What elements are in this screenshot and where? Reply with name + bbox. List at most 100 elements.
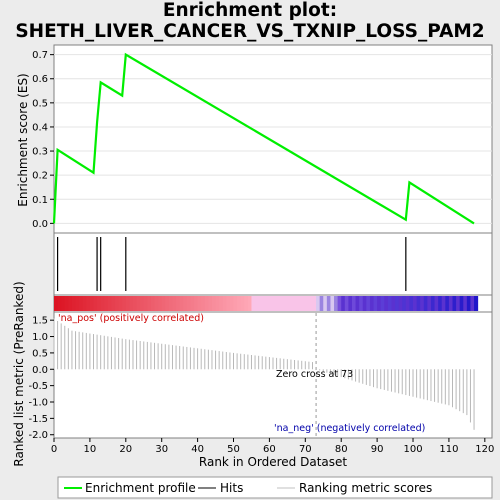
rank-color-cell — [125, 296, 130, 311]
rank-color-cell — [104, 296, 109, 311]
metric-y-tick-label: -2.0 — [28, 430, 48, 441]
rank-color-cell — [294, 296, 299, 311]
rank-color-cell — [391, 296, 396, 311]
rank-color-cell — [93, 296, 98, 311]
rank-color-cell — [452, 296, 457, 311]
rank-color-cell — [366, 296, 371, 311]
x-tick-label: 40 — [191, 444, 204, 455]
rank-color-cell — [280, 296, 285, 311]
rank-color-cell — [158, 296, 163, 311]
es-y-tick-label: 0.5 — [32, 98, 48, 109]
rank-color-cell — [420, 296, 425, 311]
title-line-1: Enrichment plot: — [162, 0, 338, 21]
rank-color-cell — [416, 296, 421, 311]
rank-color-cell — [456, 296, 461, 311]
rank-color-cell — [369, 296, 375, 311]
metric-y-tick-label: -1.5 — [28, 414, 48, 425]
rank-color-cell — [172, 296, 177, 311]
rank-color-cell — [441, 296, 446, 311]
x-tick-label: 50 — [227, 444, 240, 455]
rank-color-cell — [190, 296, 195, 311]
x-tick-label: 80 — [335, 444, 348, 455]
rank-color-cell — [229, 296, 235, 311]
es-panel — [53, 44, 493, 234]
rank-color-cell — [359, 296, 364, 311]
rank-color-cell — [255, 296, 260, 311]
rank-color-cell — [301, 296, 306, 311]
rank-color-cell — [326, 296, 331, 311]
rank-color-cell — [262, 296, 267, 311]
legend-hits-label: Hits — [220, 481, 243, 495]
rank-color-cell — [258, 296, 263, 311]
rank-color-cell — [319, 296, 324, 311]
rank-color-cell — [194, 296, 199, 311]
metric-panel — [53, 311, 493, 439]
es-y-tick-label: 0.0 — [32, 219, 48, 230]
rank-color-cell — [150, 296, 156, 311]
rank-color-cell — [115, 296, 120, 311]
rank-color-cell — [474, 296, 479, 311]
rank-color-cell — [402, 296, 407, 311]
rank-color-cell — [459, 296, 464, 311]
metric-y-tick-label: 0.5 — [32, 348, 48, 359]
rank-color-cell — [470, 296, 475, 311]
rank-color-cell — [97, 296, 102, 311]
rank-color-cell — [140, 296, 145, 311]
es-y-tick-label: 0.6 — [32, 74, 48, 85]
metric-y-axis-label: Ranked list metric (PreRanked) — [12, 281, 26, 466]
metric-y-tick-label: 1.5 — [32, 316, 48, 327]
rank-color-cell — [448, 296, 454, 311]
rank-color-cell — [147, 296, 152, 311]
hits-panel — [53, 232, 493, 296]
rank-color-cell — [265, 296, 270, 311]
rank-color-cell — [398, 296, 403, 311]
x-tick-label: 0 — [51, 444, 57, 455]
rank-color-cell — [316, 296, 321, 311]
rank-color-cell — [283, 296, 288, 311]
rank-color-cell — [463, 296, 468, 311]
x-tick-label: 90 — [371, 444, 384, 455]
rank-color-cell — [405, 296, 410, 311]
rank-color-cell — [438, 296, 443, 311]
rank-color-cell — [222, 296, 227, 311]
rank-color-cell — [240, 296, 245, 311]
rank-color-cell — [305, 296, 310, 311]
rank-color-cell — [165, 296, 170, 311]
rank-color-cell — [122, 296, 127, 311]
es-y-tick-label: 0.1 — [32, 195, 48, 206]
rank-color-cell — [208, 296, 213, 311]
rank-color-cell — [330, 296, 335, 311]
rank-color-cell — [197, 296, 202, 311]
rank-color-cell — [118, 296, 123, 311]
rank-color-cell — [395, 296, 400, 311]
rank-color-cell — [75, 296, 80, 311]
rank-color-cell — [445, 296, 450, 311]
rank-color-cell — [409, 296, 414, 311]
rank-color-cell — [290, 296, 296, 311]
rank-color-cell — [61, 296, 66, 311]
rank-color-cell — [111, 296, 116, 311]
zero-cross-label: Zero cross at 73 — [276, 369, 353, 380]
rank-color-cell — [334, 296, 339, 311]
rank-color-cell — [237, 296, 242, 311]
rank-color-cell — [211, 296, 217, 311]
rank-color-cell — [362, 296, 367, 311]
rank-color-cell — [380, 296, 385, 311]
rank-color-cell — [54, 296, 59, 311]
metric-y-tick-label: -0.5 — [28, 381, 48, 392]
rank-color-cell — [201, 296, 206, 311]
neg-correlated-label: 'na_neg' (negatively correlated) — [274, 423, 425, 434]
rank-color-cell — [337, 296, 342, 311]
rank-color-cell — [377, 296, 382, 311]
rank-color-cell — [244, 296, 249, 311]
rank-color-cell — [71, 296, 77, 311]
rank-color-cell — [86, 296, 91, 311]
es-y-tick-label: 0.4 — [32, 122, 48, 133]
es-y-tick-label: 0.7 — [32, 50, 48, 61]
rank-color-cell — [276, 296, 281, 311]
x-tick-label: 120 — [475, 444, 494, 455]
legend-metric-label: Ranking metric scores — [299, 481, 432, 495]
rank-color-cell — [273, 296, 278, 311]
metric-y-tick-label: -1.0 — [28, 398, 48, 409]
